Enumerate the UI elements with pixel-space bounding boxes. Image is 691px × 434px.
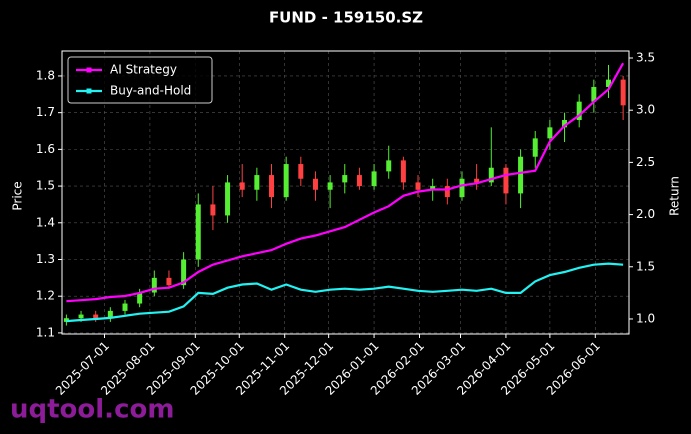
- watermark: uqtool.com: [10, 395, 174, 425]
- legend-marker: [86, 88, 92, 94]
- candle-body: [488, 167, 494, 183]
- y2-axis-label: Return: [668, 176, 682, 216]
- candle-body: [342, 175, 348, 183]
- candle-body: [122, 303, 128, 311]
- line-series: [66, 262, 624, 323]
- y2-tick-label: 3.5: [636, 50, 655, 64]
- legend-marker: [86, 67, 92, 73]
- candle-body: [562, 120, 568, 128]
- candle-body: [400, 160, 406, 183]
- candle-body: [474, 178, 480, 183]
- chart-title: FUND - 159150.SZ: [269, 9, 423, 27]
- y-tick-label: 1.4: [36, 215, 55, 229]
- candle-body: [327, 182, 333, 190]
- legend-box: [67, 56, 213, 104]
- candle-body: [356, 175, 362, 187]
- candle-body: [415, 182, 421, 190]
- legend-label: Buy-and-Hold: [110, 84, 191, 98]
- candle-body: [225, 182, 231, 216]
- candle-body: [386, 160, 392, 172]
- candle-body: [444, 186, 450, 198]
- candle-body: [137, 292, 143, 304]
- candle-body: [210, 204, 216, 216]
- candle-body: [605, 79, 611, 87]
- candle-body: [298, 164, 304, 179]
- candle-body: [283, 164, 289, 198]
- candle-body: [93, 314, 99, 319]
- y2-tick-label: 3.0: [636, 103, 655, 117]
- y-tick-label: 1.5: [36, 179, 55, 193]
- y-tick-label: 1.3: [36, 252, 55, 266]
- y2-tick-label: 1.0: [636, 311, 655, 325]
- candle-body: [532, 138, 538, 157]
- candle-body: [107, 310, 113, 319]
- candle-body: [166, 277, 172, 286]
- candle-body: [195, 204, 201, 260]
- candle-body: [459, 178, 465, 198]
- candle-body: [547, 127, 553, 139]
- candle-body: [312, 178, 318, 190]
- y-tick-label: 1.2: [36, 289, 55, 303]
- y2-tick-label: 2.0: [636, 207, 655, 221]
- candle-body: [239, 182, 245, 190]
- y-tick-label: 1.8: [36, 68, 55, 82]
- legend: AI Strategy Buy-and-Hold: [67, 56, 213, 104]
- y-axis-label: Price: [11, 181, 25, 210]
- candle-body: [503, 167, 509, 194]
- y-tick-label: 1.6: [36, 142, 55, 156]
- candle-body: [254, 175, 260, 190]
- candle-body: [620, 79, 626, 106]
- candle-body: [430, 186, 436, 190]
- legend-label: AI Strategy: [110, 63, 177, 77]
- candle-body: [78, 314, 84, 319]
- plot-frame: [61, 50, 630, 335]
- candle-body: [151, 277, 157, 293]
- candle-body: [371, 171, 377, 187]
- candle-body: [269, 175, 275, 198]
- candle-body: [518, 156, 524, 194]
- y-tick-label: 1.7: [36, 105, 55, 119]
- y2-tick-label: 2.5: [636, 155, 655, 169]
- candle-body: [591, 86, 597, 102]
- line-series: [66, 62, 625, 303]
- y-tick-label: 1.1: [36, 325, 55, 339]
- candle-body: [576, 101, 582, 121]
- candle-body: [181, 259, 187, 286]
- y2-tick-label: 1.5: [636, 259, 655, 273]
